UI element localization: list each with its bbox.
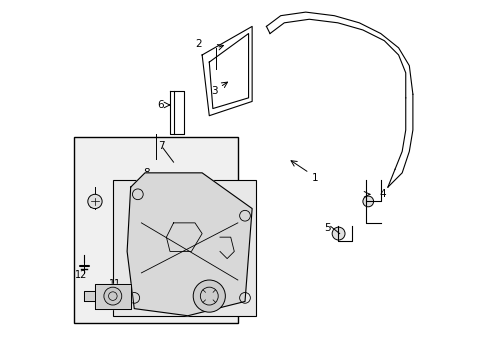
Bar [113,180,256,316]
Circle shape [193,280,225,312]
Text: 9: 9 [242,259,248,269]
Polygon shape [127,173,252,316]
Circle shape [363,196,373,207]
Text: 1: 1 [311,173,318,183]
Text: 4: 4 [379,189,386,199]
Text: 11: 11 [108,279,121,289]
Text: 8: 8 [144,168,150,178]
Circle shape [104,287,122,305]
Polygon shape [95,284,131,309]
Text: 6: 6 [158,100,164,110]
Bar [74,137,238,323]
Text: 3: 3 [211,86,218,96]
Text: 2: 2 [195,39,202,49]
Polygon shape [84,291,95,301]
Text: 5: 5 [324,222,330,233]
Text: 7: 7 [158,141,164,151]
Circle shape [88,194,102,208]
Circle shape [332,227,345,240]
Text: 12: 12 [74,270,87,280]
Text: 10: 10 [89,200,101,210]
